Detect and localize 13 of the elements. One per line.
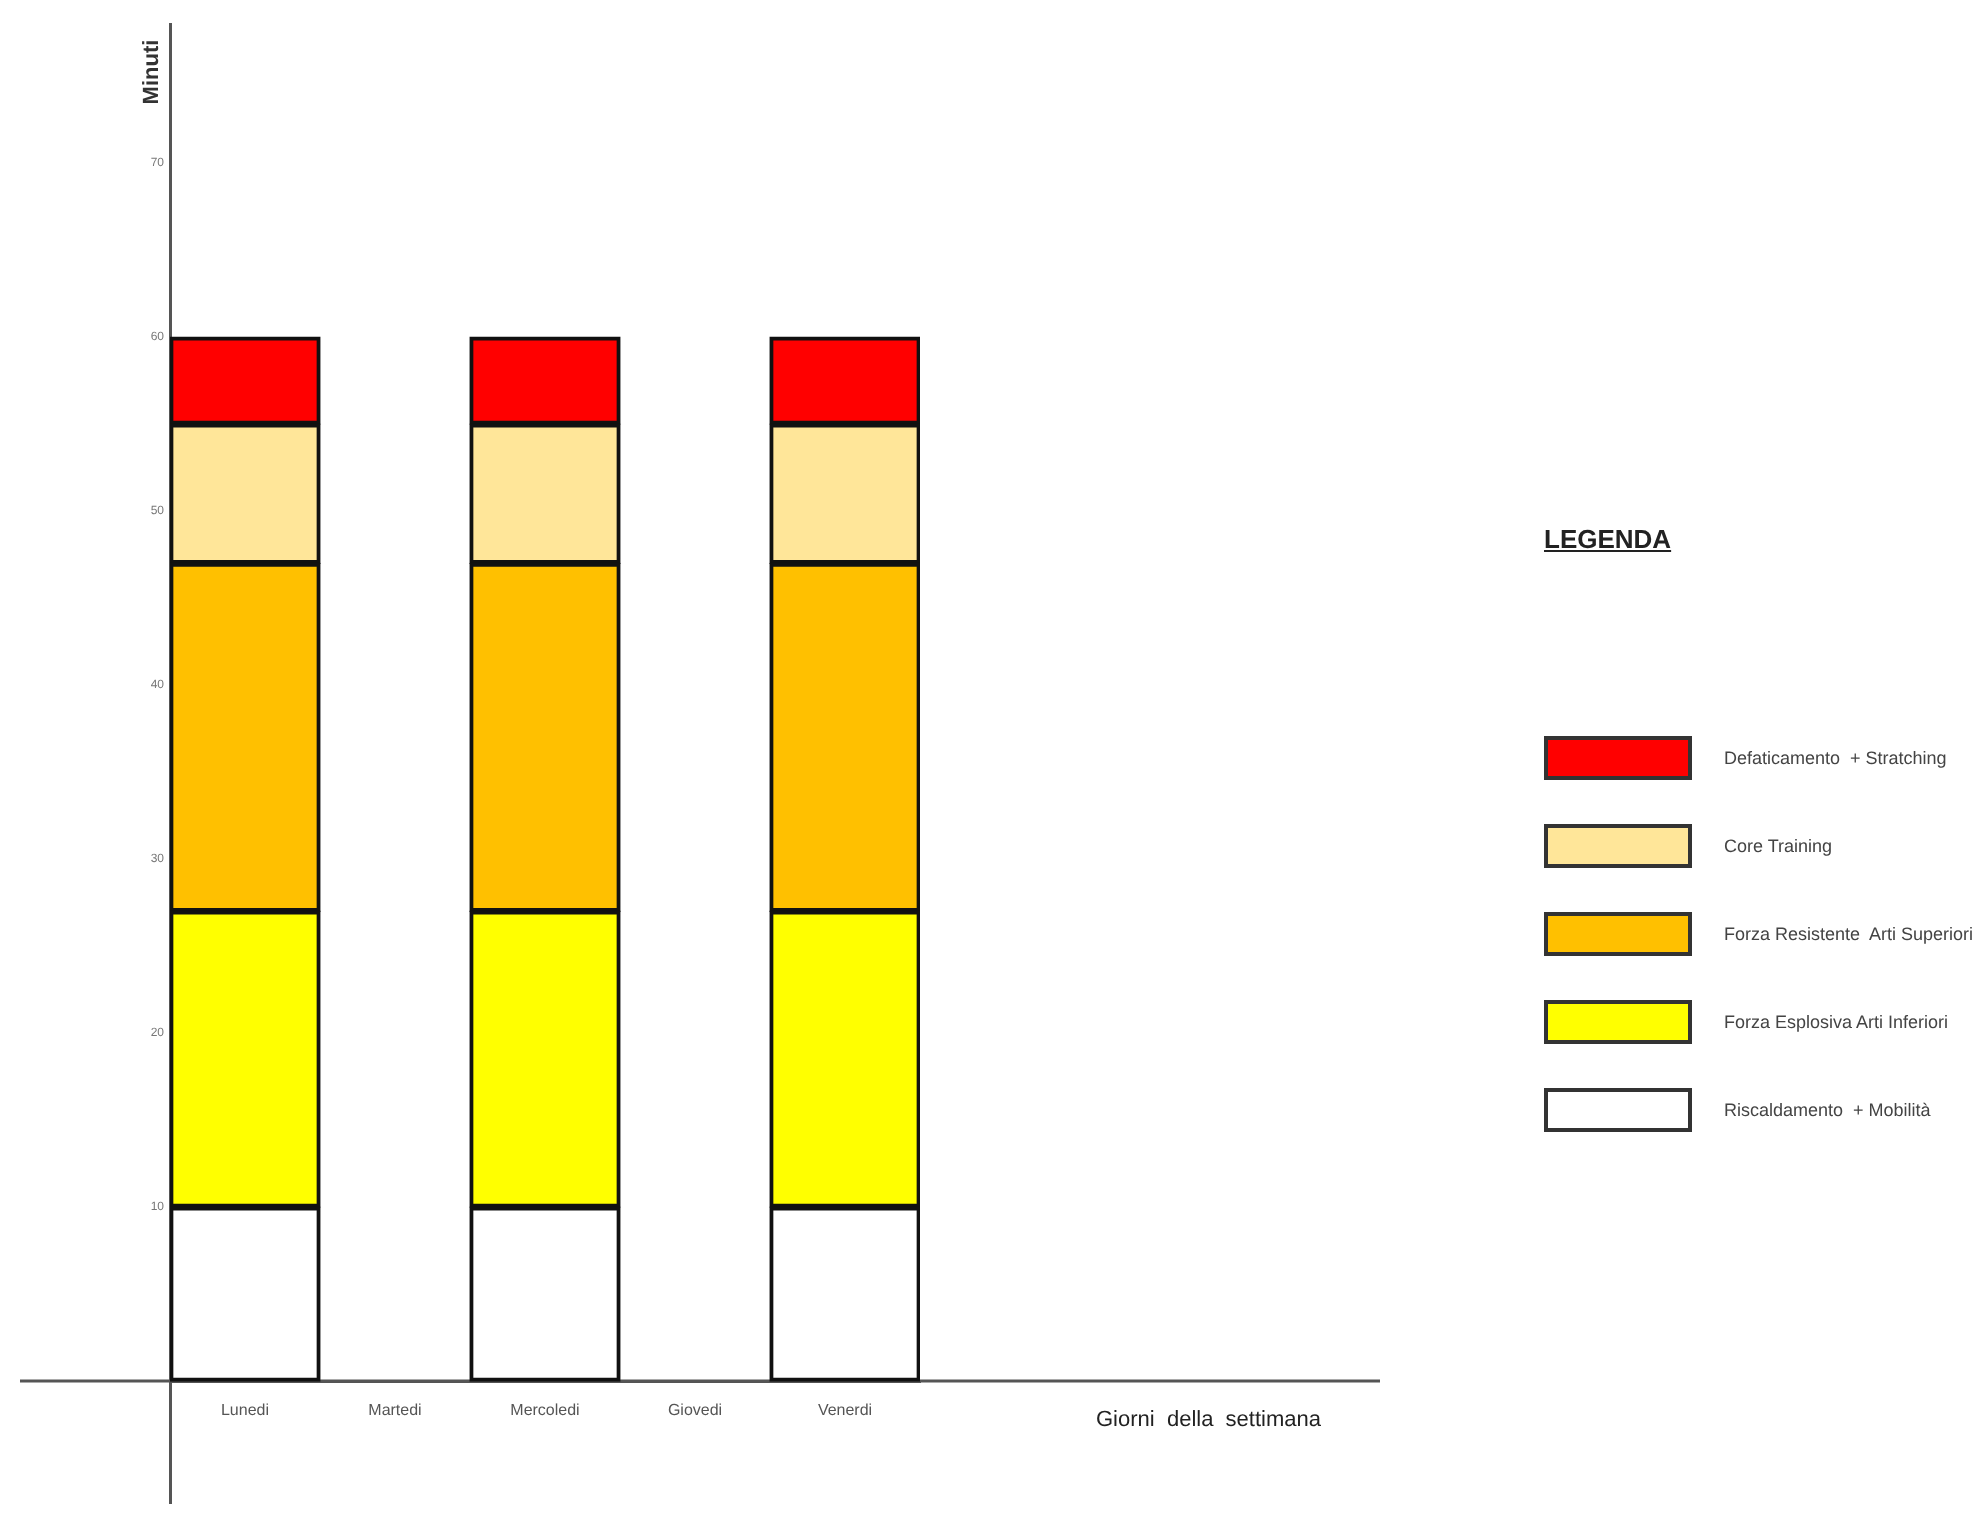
text: Core Training [1724,836,1833,856]
text: Forza Esplosiva Arti Inferiori [1724,1012,1949,1032]
x-tick-label: Lunedi [220,1401,270,1420]
text: Forza Resistente Arti Superiori [1724,924,1972,944]
x-tick-label: Martedi [368,1401,423,1420]
y-axis-title: Minuti [140,39,165,105]
x-tick-label: Venerdi [817,1401,873,1420]
x-tick-label: Mercoledi [510,1401,581,1420]
legend-title: LEGENDA [1544,524,1674,554]
text: Defaticamento + Stratching [1724,748,1947,768]
text: Giorni della settimana [1096,1408,1321,1432]
x-tick-label: Giovedi [667,1401,723,1420]
text: Riscaldamento + Mobilità [1724,1100,1931,1120]
